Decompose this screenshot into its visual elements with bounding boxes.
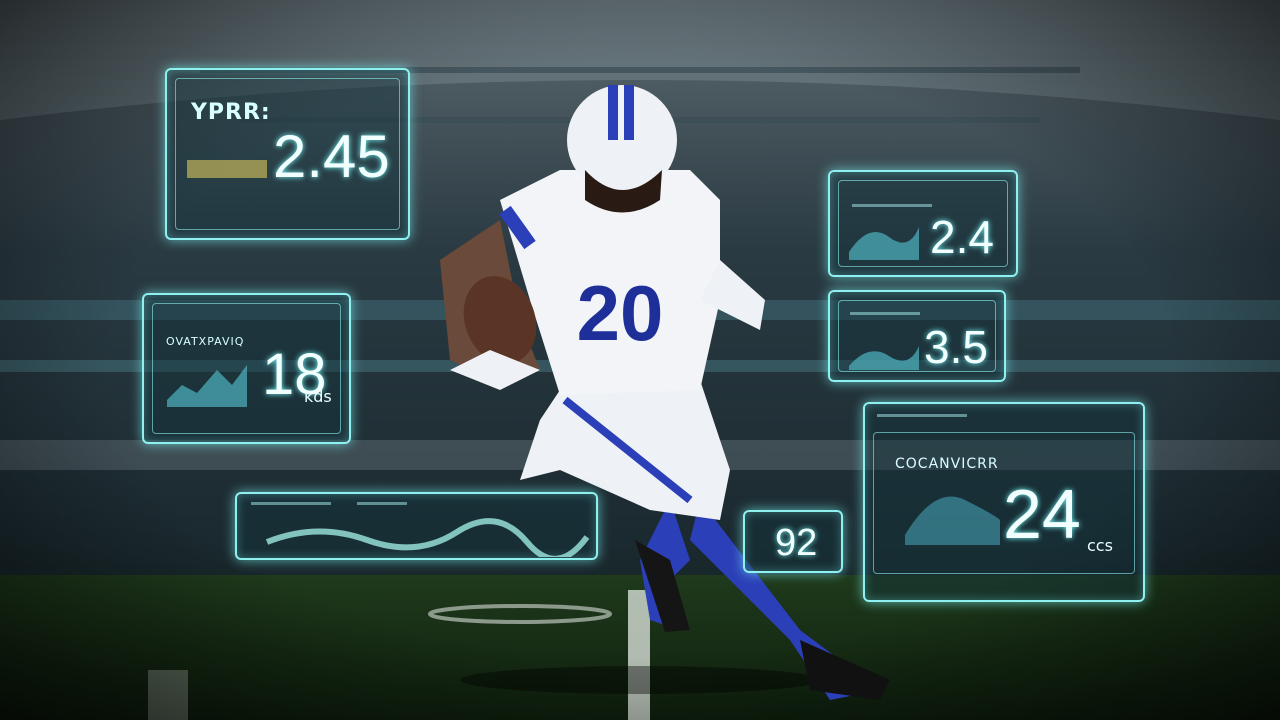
panel-label: COCANVICRR (895, 456, 999, 472)
panel-value: 2.45 (273, 123, 390, 190)
stat-panel: COCANVICRR 24 ccs (863, 402, 1145, 602)
panel-value: 24 (1003, 475, 1081, 553)
panel-value: 18 (262, 342, 327, 407)
stat-panel: 3.5 (828, 290, 1006, 382)
jersey-number: 20 (577, 269, 664, 357)
panel-value: 3.5 (924, 321, 988, 373)
panel-label: OVATXPAVIQ (166, 335, 245, 348)
panel-unit: ccs (1087, 536, 1113, 555)
panel-unit: kds (304, 387, 332, 406)
panel-value: 92 (775, 522, 818, 564)
stat-panel: 92 (743, 510, 843, 573)
trend-panel (235, 492, 598, 560)
stat-panel: 2.4 (828, 170, 1018, 277)
panel-label: YPRR: (191, 100, 271, 125)
stat-panel: OVATXPAVIQ 18 kds (142, 293, 351, 444)
stat-panel: YPRR: 2.45 (165, 68, 410, 240)
player: 20 (440, 85, 890, 700)
panel-value: 2.4 (930, 211, 994, 263)
